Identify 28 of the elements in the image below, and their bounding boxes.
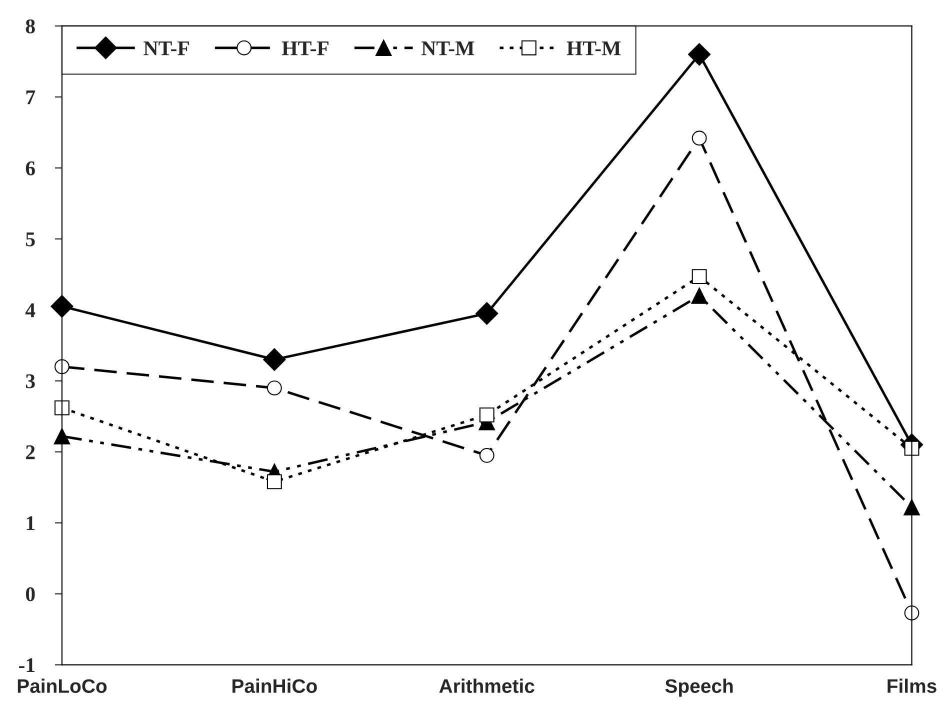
point	[692, 130, 707, 146]
point	[54, 428, 70, 444]
point	[476, 302, 498, 325]
y-tick-label: 6	[26, 161, 35, 176]
y-tick-label: 7	[26, 90, 36, 104]
x-tick-label: Speech	[665, 678, 733, 697]
x-tick-label: Films	[888, 678, 936, 693]
y-tick-label: 8	[26, 19, 35, 34]
point	[691, 288, 708, 304]
x-tick-label: PainHiCo	[232, 678, 317, 693]
x-tick-label: Arithmetic	[439, 678, 534, 693]
point	[479, 407, 494, 422]
y-tick-label: 0	[26, 587, 35, 602]
point	[263, 348, 286, 371]
y-tick-label: 5	[26, 232, 35, 246]
legend-label: NT-F	[144, 42, 189, 56]
point	[266, 474, 282, 490]
y-tick-label: 1	[26, 516, 35, 530]
y-tick-label: -1	[18, 658, 35, 672]
point	[688, 43, 711, 66]
y-tick-label: 4	[25, 303, 36, 318]
x-tick-label: PainLoCo	[18, 678, 107, 693]
y-tick-label: 2	[26, 445, 35, 460]
legend-label: HT-F	[282, 42, 328, 56]
legend-label: HT-M	[566, 42, 621, 56]
point	[50, 295, 74, 318]
y-tick-label: 3	[26, 374, 35, 388]
legend-label: NT-M	[422, 42, 474, 56]
